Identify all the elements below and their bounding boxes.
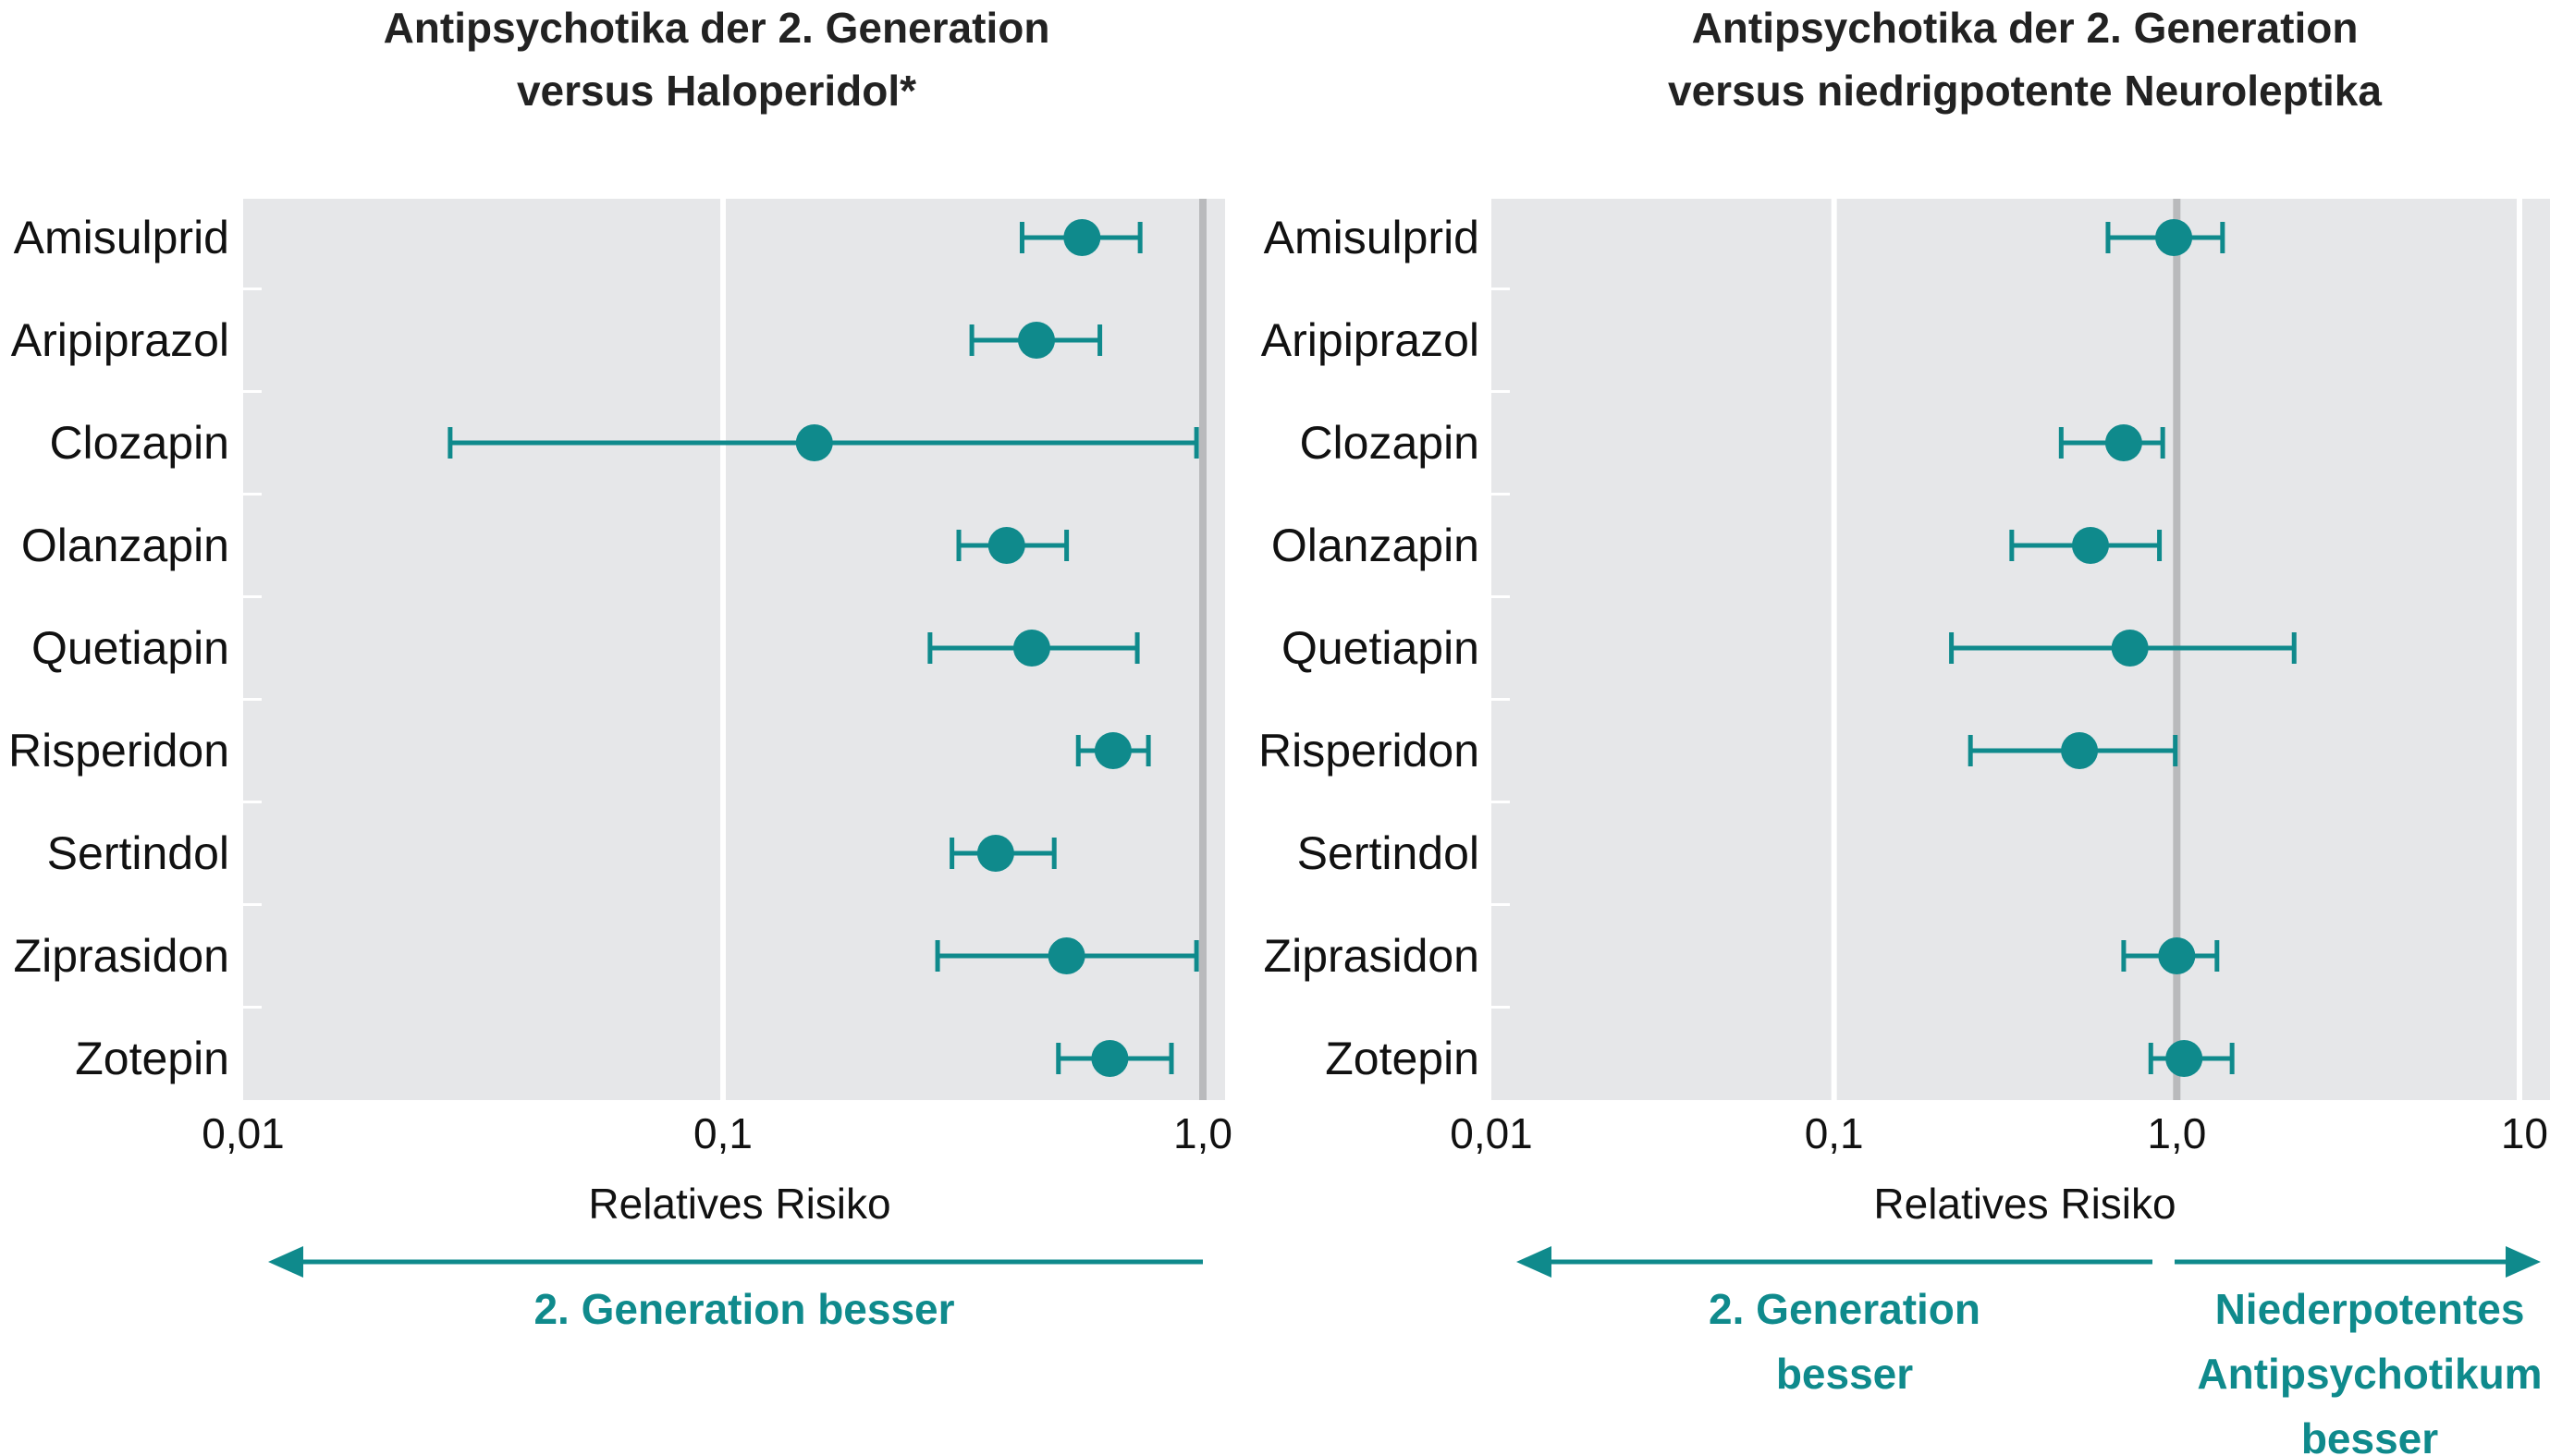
estimate-point [1018,322,1056,359]
x-tick-label: 0,1 [693,1109,753,1157]
estimate-point [795,424,833,461]
estimate-point [2155,219,2193,256]
category-label: Ziprasidon [1264,930,1479,982]
direction-arrow-head [1516,1246,1551,1278]
category-label: Zotepin [1325,1033,1479,1084]
estimate-point [987,527,1025,564]
estimate-point [1012,630,1050,667]
x-axis-label: Relatives Risiko [588,1180,890,1228]
category-label: Olanzapin [1271,520,1479,571]
x-tick-label: 0,01 [1450,1109,1533,1157]
category-label: Risperidon [8,725,229,777]
forest-panel-2: Antipsychotika der 2. Generation versus n… [1258,4,2550,1456]
direction-label-left: 2. Generation besser [533,1285,954,1333]
x-tick-label: 0,1 [1805,1109,1864,1157]
panel-title-line: Antipsychotika der 2. Generation [384,4,1050,52]
category-label: Olanzapin [21,520,229,571]
direction-label-left: besser [1776,1350,1913,1398]
x-tick-label: 1,0 [1173,1109,1232,1157]
forest-panel-1: Antipsychotika der 2. Generation versus H… [8,4,1232,1333]
estimate-point [2104,424,2142,461]
panel-title-line: Antipsychotika der 2. Generation [1692,4,2359,52]
estimate-point [2111,630,2149,667]
direction-label-right: Antipsychotikum [2197,1350,2542,1398]
category-label: Clozapin [49,417,229,469]
estimate-point [1091,1040,1129,1077]
direction-arrow-head [2506,1246,2541,1278]
direction-label-right: Niederpotentes [2215,1285,2525,1333]
x-tick-label: 0,01 [202,1109,285,1157]
estimate-point [2061,732,2099,769]
category-label: Sertindol [1297,827,1479,879]
estimate-point [1094,732,1132,769]
panel-title-line: versus niedrigpotente Neuroleptika [1668,67,2382,115]
category-label: Ziprasidon [14,930,229,982]
category-label: Clozapin [1299,417,1479,469]
direction-label-left: 2. Generation [1709,1285,1980,1333]
estimate-point [1063,219,1101,256]
category-label: Sertindol [47,827,229,879]
estimate-point [976,835,1014,872]
category-label: Risperidon [1258,725,1479,777]
category-label: Quetiapin [1281,622,1479,674]
estimate-point [1048,937,1085,974]
category-label: Aripiprazol [1261,314,1479,366]
x-axis-label: Relatives Risiko [1873,1180,2176,1228]
category-label: Amisulprid [14,212,229,263]
category-label: Amisulprid [1264,212,1479,263]
direction-label-right: besser [2301,1414,2438,1456]
estimate-point [2158,937,2196,974]
category-label: Quetiapin [31,622,229,674]
direction-arrow-head [268,1246,303,1278]
panel-title-line: versus Haloperidol* [517,67,916,115]
category-label: Zotepin [75,1033,229,1084]
category-label: Aripiprazol [11,314,229,366]
estimate-point [2165,1040,2203,1077]
x-tick-label: 10 [2501,1109,2548,1157]
x-tick-label: 1,0 [2147,1109,2206,1157]
estimate-point [2071,527,2109,564]
